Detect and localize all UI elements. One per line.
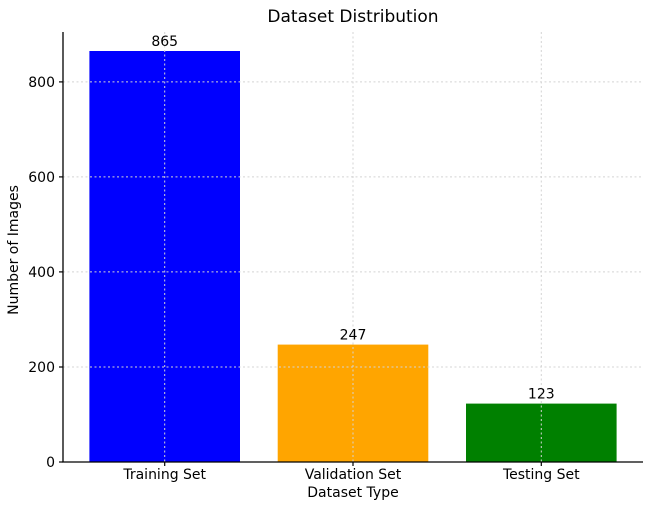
value-label-training-set: 865 bbox=[151, 34, 178, 50]
bar-training-set bbox=[89, 51, 241, 462]
y-tick-label-600: 600 bbox=[28, 170, 55, 186]
x-tick-label-testing-set: Testing Set bbox=[502, 467, 580, 483]
x-tick-label-training-set: Training Set bbox=[122, 467, 206, 483]
y-tick-label-800: 800 bbox=[28, 75, 55, 91]
value-label-testing-set: 123 bbox=[528, 387, 555, 403]
y-tick-label-200: 200 bbox=[28, 360, 55, 376]
x-axis-label: Dataset Type bbox=[307, 485, 399, 501]
y-tick-label-0: 0 bbox=[46, 455, 55, 471]
y-tick-label-400: 400 bbox=[28, 265, 55, 281]
chart-title: Dataset Distribution bbox=[267, 7, 439, 27]
value-label-validation-set: 247 bbox=[340, 328, 367, 344]
x-tick-label-validation-set: Validation Set bbox=[305, 467, 402, 483]
